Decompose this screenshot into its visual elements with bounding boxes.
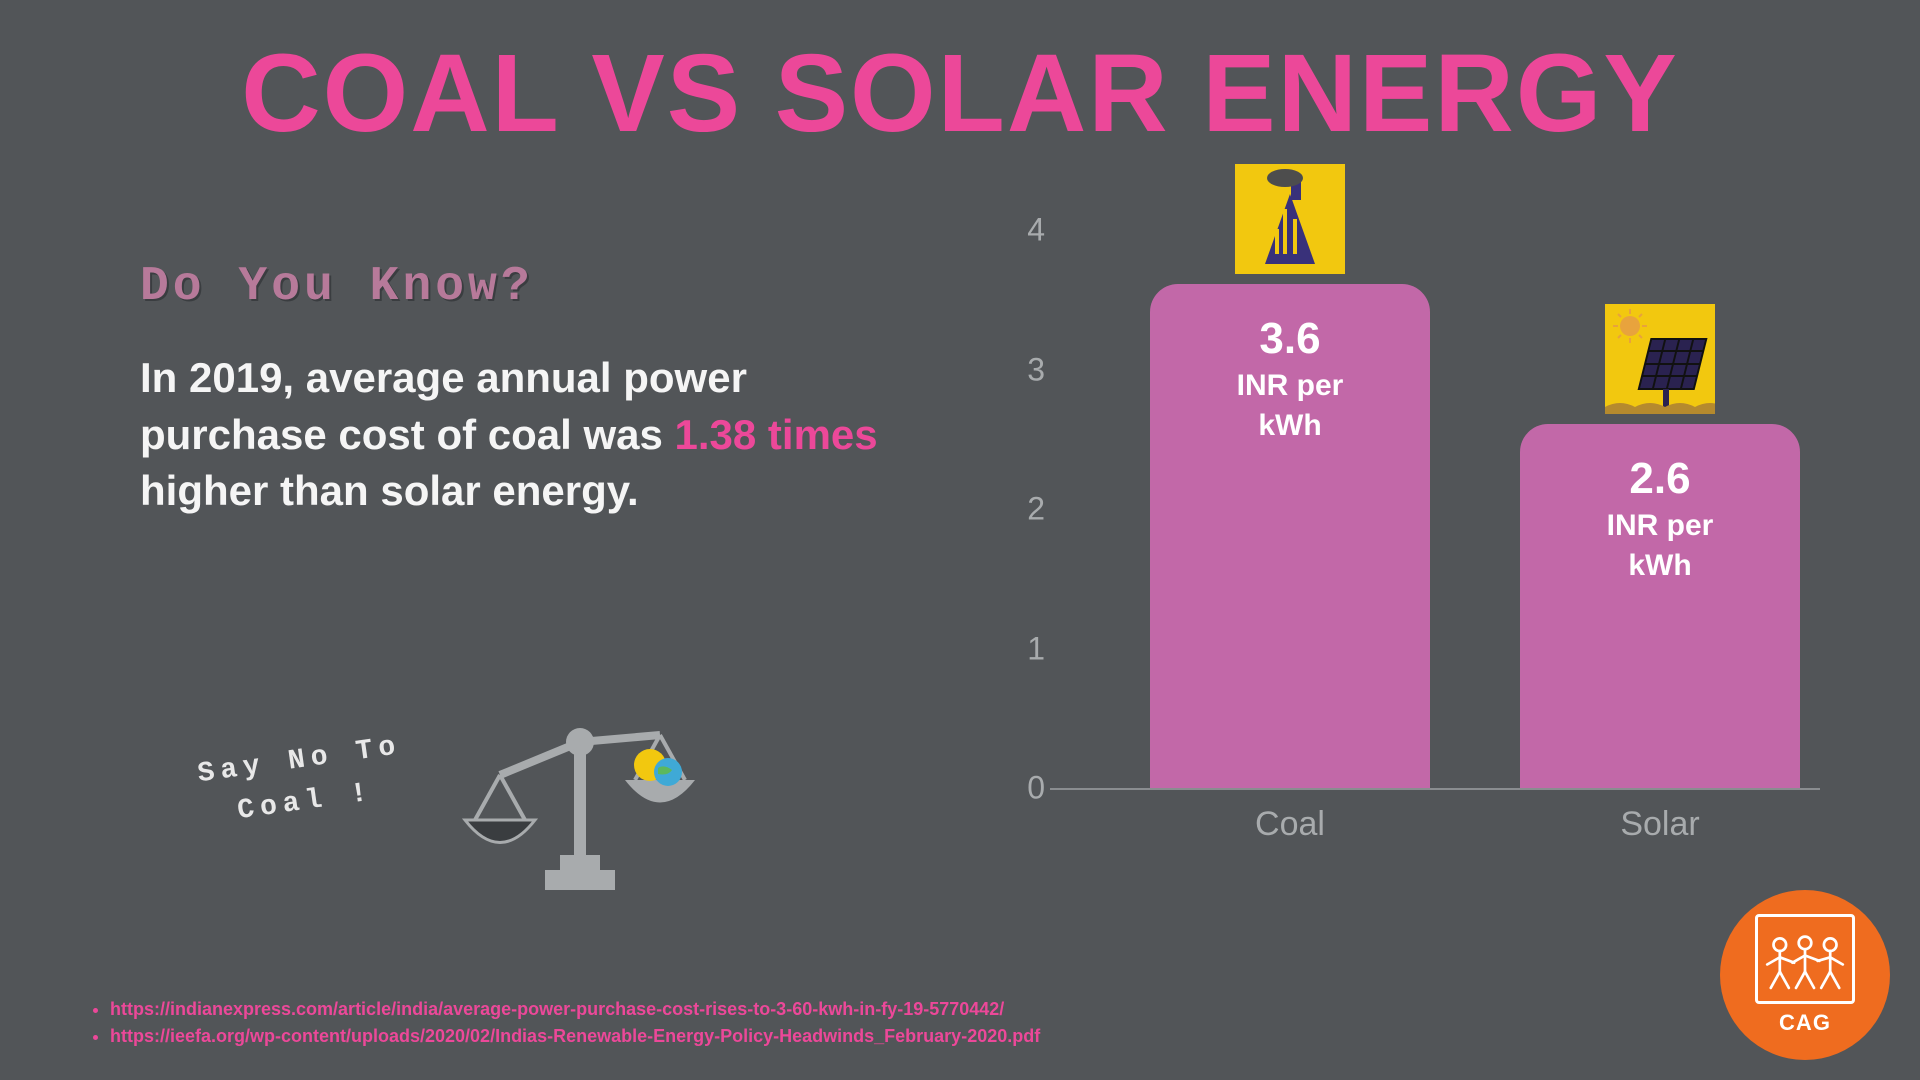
- bar-chart: 0 1 2 3 4 3.6 INR per kWh: [980, 230, 1820, 870]
- bar-solar-value: 2.6: [1629, 454, 1690, 504]
- bar-coal-unit1: INR per: [1237, 368, 1344, 404]
- body-post: higher than solar energy.: [140, 467, 639, 514]
- body-highlight: 1.38 times: [675, 411, 878, 458]
- y-tick-1: 1: [1005, 630, 1045, 667]
- solar-panel-icon: [1605, 304, 1715, 414]
- page-title: COAL VS SOLAR ENERGY: [0, 30, 1920, 157]
- bar-coal: 3.6 INR per kWh: [1150, 284, 1430, 788]
- logo-text: CAG: [1779, 1010, 1831, 1036]
- bar-solar-unit2: kWh: [1628, 548, 1691, 584]
- bar-coal-unit2: kWh: [1258, 408, 1321, 444]
- body-text: In 2019, average annual power purchase c…: [140, 350, 900, 520]
- factory-icon: [1235, 164, 1345, 274]
- y-tick-4: 4: [1005, 212, 1045, 249]
- y-tick-0: 0: [1005, 770, 1045, 807]
- chart-plot: 0 1 2 3 4 3.6 INR per kWh: [1050, 230, 1820, 790]
- logo-figures-icon: [1755, 914, 1855, 1004]
- bar-solar: 2.6 INR per kWh: [1520, 424, 1800, 788]
- cag-logo: CAG: [1720, 890, 1890, 1060]
- slogan-line1: Say No To: [196, 731, 404, 790]
- y-tick-3: 3: [1005, 351, 1045, 388]
- source-link: https://ieefa.org/wp-content/uploads/202…: [110, 1023, 1040, 1050]
- balance-scale-icon: [450, 680, 710, 900]
- x-label-solar: Solar: [1520, 805, 1800, 844]
- bar-solar-unit1: INR per: [1607, 508, 1714, 544]
- source-link: https://indianexpress.com/article/india/…: [110, 996, 1040, 1023]
- slogan-line2: Coal !: [236, 777, 376, 827]
- slogan: Say No To Coal !: [195, 726, 410, 838]
- x-label-coal: Coal: [1150, 805, 1430, 844]
- y-tick-2: 2: [1005, 491, 1045, 528]
- subtitle: Do You Know?: [140, 260, 534, 314]
- body-pre: In 2019, average annual power purchase c…: [140, 354, 747, 458]
- bar-coal-value: 3.6: [1259, 314, 1320, 364]
- source-list: https://indianexpress.com/article/india/…: [90, 996, 1040, 1050]
